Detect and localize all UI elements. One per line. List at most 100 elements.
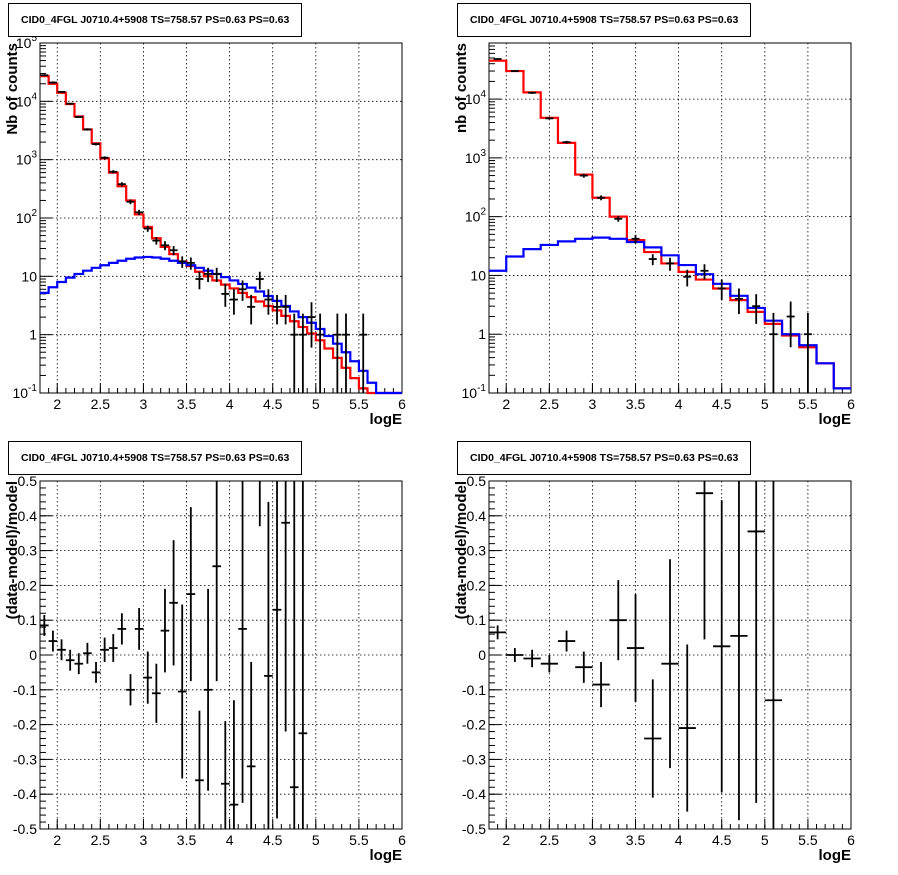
x-tick-label: 2 [53, 832, 61, 848]
data-point [341, 313, 350, 393]
data-point [734, 288, 743, 315]
x-tick-label: 4.5 [263, 396, 283, 412]
data-point [143, 225, 152, 232]
residual-point [609, 580, 627, 661]
residual-point [730, 481, 748, 821]
x-tick-label: 2.5 [91, 832, 111, 848]
residual-point [177, 604, 187, 779]
data-point [83, 128, 92, 131]
data-point [316, 313, 325, 393]
x-tick-label: 3.5 [626, 396, 646, 412]
y-tick-label: 0.3 [18, 543, 38, 559]
data-point [631, 234, 640, 244]
x-tick-label: 5.5 [798, 396, 818, 412]
y-tick-label: -0.3 [13, 751, 37, 767]
residual-point [143, 651, 153, 704]
residual-point [169, 540, 178, 666]
data-point [510, 70, 519, 72]
x-tick-label: 4 [675, 396, 683, 412]
residual-point [557, 630, 576, 652]
residual-plot-right: 2 2.5 3 3.5 4 4.5 5 5.5 6 logE -0.5 -0.4 -0.3 -0.2 -0.… [449, 438, 898, 875]
data-point [359, 313, 368, 393]
residual-point [134, 608, 144, 650]
residual-point [40, 614, 49, 636]
residual-point [48, 630, 58, 652]
residual-point [74, 653, 84, 675]
x-tick-label: 6 [847, 396, 855, 412]
y-axis-label: (data-model)/model [453, 481, 470, 619]
spectrum-plot-left: 2 2.5 3 3.5 4 4.5 5 5.5 6 logE 10-1 1 10 102 103 104 105… [0, 0, 449, 438]
data-point [126, 199, 135, 205]
y-tick-label: 10 [21, 268, 37, 284]
y-tick-label: 103 [16, 150, 38, 168]
x-tick-label: 2 [502, 832, 510, 848]
residual-point [229, 700, 239, 829]
y-tick-label: -0.2 [462, 717, 486, 733]
y-tick-label: -0.5 [462, 821, 486, 837]
y-tick-label: 10-1 [13, 383, 38, 401]
residual-point [91, 661, 101, 683]
data-point [597, 195, 606, 201]
model-total-line [40, 75, 402, 395]
y-tick-label: 0.1 [467, 612, 487, 628]
data-point [238, 280, 247, 301]
residual-point [160, 588, 170, 673]
y-tick-label: 104 [16, 91, 38, 109]
residual-point [65, 649, 75, 671]
residual-point [57, 639, 66, 661]
y-tick-label: 103 [465, 148, 487, 166]
residual-point [644, 679, 662, 798]
data-point [169, 246, 178, 256]
data-point [281, 294, 290, 325]
x-tick-label: 5.5 [349, 832, 369, 848]
data-point [786, 301, 795, 348]
x-axis-label: logE [819, 411, 852, 428]
y-tick-label: 0 [478, 647, 486, 663]
y-tick-label: 10 [470, 267, 486, 283]
data-point [493, 58, 502, 60]
y-tick-label: 0.2 [18, 577, 38, 593]
data-point [57, 91, 66, 93]
x-tick-label: 5 [312, 396, 320, 412]
residual-point [575, 651, 593, 683]
data-point [717, 279, 726, 301]
y-tick-label: -0.4 [13, 786, 37, 802]
x-tick-label: 4.5 [263, 832, 283, 848]
residual-point [540, 655, 558, 673]
x-tick-label: 2.5 [91, 396, 111, 412]
data-point [74, 116, 83, 118]
y-axis-label: nb of counts [453, 43, 470, 133]
data-point [247, 294, 256, 325]
residual-point [764, 481, 783, 829]
data-point [204, 267, 213, 282]
residual-point [506, 648, 524, 662]
x-tick-label: 5.5 [798, 832, 818, 848]
x-tick-label: 3.5 [177, 832, 197, 848]
data-point [48, 81, 57, 84]
data-point [803, 312, 812, 393]
data-point [92, 142, 101, 146]
y-tick-label: 0.1 [18, 612, 38, 628]
data-point [752, 294, 761, 324]
x-tick-label: 4.5 [712, 832, 732, 848]
y-tick-label: -0.1 [13, 682, 37, 698]
x-axis-label: logE [370, 411, 403, 428]
x-tick-label: 3.5 [177, 396, 197, 412]
residual-point [695, 481, 714, 640]
residual-point [83, 642, 92, 664]
y-tick-label: 0 [29, 647, 37, 663]
residual-point [264, 501, 273, 829]
plot-title: CID0_4FGL J0710.4+5908 TS=758.57 PS=0.63… [8, 441, 303, 475]
y-tick-label: 0.3 [467, 543, 487, 559]
y-tick-label: -0.3 [462, 751, 486, 767]
data-point [221, 283, 230, 307]
data-point [100, 156, 109, 160]
residual-plot-left: 2 2.5 3 3.5 4 4.5 5 5.5 6 logE -0.5 -0.4 -0.3 -0.2 -0.… [0, 438, 449, 875]
residual-point [523, 649, 541, 668]
residual-point [246, 661, 256, 829]
residual-point [186, 507, 196, 682]
residual-point [298, 481, 308, 829]
data-point [648, 254, 657, 266]
x-tick-label: 2.5 [540, 832, 560, 848]
